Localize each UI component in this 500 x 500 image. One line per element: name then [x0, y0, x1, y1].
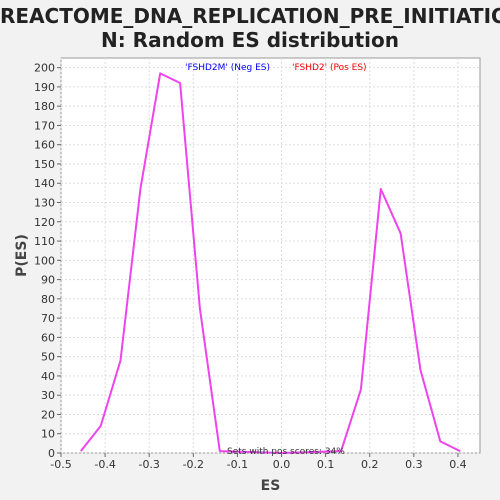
x-tick-label: 0.0	[273, 458, 291, 471]
y-tick-label: 150	[34, 158, 55, 171]
y-axis-label: P(ES)	[14, 234, 30, 277]
y-tick-label: 160	[34, 139, 55, 152]
y-tick-label: 50	[41, 351, 55, 364]
x-tick-label: -0.5	[50, 458, 71, 471]
x-tick-label: 0.2	[361, 458, 379, 471]
y-tick-label: 40	[41, 370, 55, 383]
x-tick-label: -0.4	[94, 458, 115, 471]
y-tick-label: 20	[41, 408, 55, 421]
y-tick-label: 140	[34, 177, 55, 190]
chart-title-line-2: N: Random ES distribution	[100, 28, 400, 52]
y-tick-label: 30	[41, 389, 55, 402]
pos-scores-annotation: Sets with pos scores: 34%	[227, 447, 345, 457]
x-tick-label: -0.3	[138, 458, 159, 471]
plot-area	[60, 57, 481, 454]
y-tick-label: 80	[41, 293, 55, 306]
x-tick-label: 0.4	[449, 458, 467, 471]
y-tick-label: 0	[48, 447, 55, 460]
y-tick-label: 110	[34, 235, 55, 248]
x-tick-label: 0.1	[317, 458, 335, 471]
x-axis-label: ES	[261, 478, 281, 494]
legend-pos-es: 'FSHD2' (Pos ES)	[292, 63, 367, 73]
y-tick-label: 90	[41, 274, 55, 287]
x-axis-ticks: -0.5 -0.4 -0.3 -0.2 -0.1 0.0 0.1 0.2 0.3 0.4	[50, 453, 467, 471]
y-tick-label: 180	[34, 100, 55, 113]
x-tick-label: -0.1	[227, 458, 248, 471]
y-tick-label: 70	[41, 312, 55, 325]
x-tick-label: 0.3	[405, 458, 423, 471]
grid-lines	[60, 58, 480, 454]
y-axis-ticks: 0 10 20 30 40 50 60 70 80 90 100 110 120 130 140 150 160…	[34, 62, 61, 460]
y-tick-label: 100	[34, 254, 55, 267]
chart-title-line-1: REACTOME_DNA_REPLICATION_PRE_INITIATIO	[0, 4, 500, 28]
y-tick-label: 200	[34, 62, 55, 75]
x-tick-label: -0.2	[183, 458, 204, 471]
series-group	[80, 72, 461, 454]
y-tick-label: 130	[34, 197, 55, 210]
es-distribution-line	[80, 72, 461, 454]
y-tick-label: 60	[41, 331, 55, 344]
y-tick-label: 190	[34, 81, 55, 94]
y-tick-label: 10	[41, 428, 55, 441]
y-tick-label: 120	[34, 216, 55, 229]
legend-neg-es: 'FSHD2M' (Neg ES)	[185, 63, 270, 73]
y-tick-label: 170	[34, 119, 55, 132]
